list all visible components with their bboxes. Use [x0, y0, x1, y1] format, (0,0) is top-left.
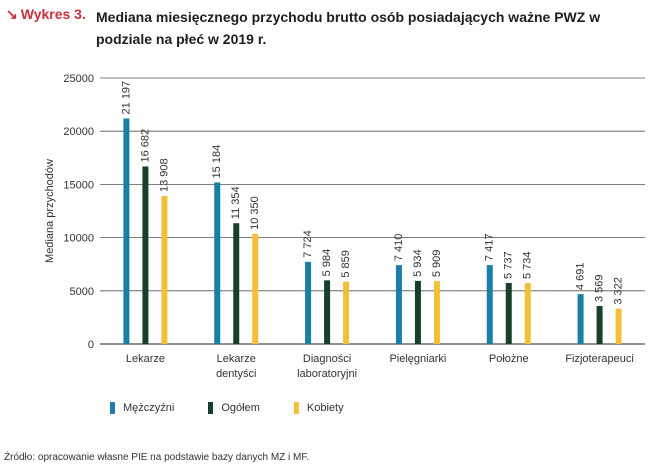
x-tick-label: Diagności laboratoryjni — [297, 353, 357, 380]
x-tick-label: Lekarze dentyści — [216, 353, 256, 380]
chart-legend: Mężczyźni Ogółem Kobiety — [110, 402, 344, 414]
data-label: 5 934 — [412, 249, 424, 277]
legend-item: Mężczyźni — [110, 402, 174, 414]
bar — [596, 306, 603, 344]
legend-swatch — [110, 402, 115, 414]
figure-number: Wykres 3. — [20, 6, 86, 22]
bar — [577, 294, 584, 344]
data-label: 4 691 — [575, 263, 587, 291]
x-tick-label-line: laboratoryjni — [297, 368, 357, 380]
y-tick-label: 10000 — [63, 233, 94, 245]
legend-label: Mężczyźni — [123, 402, 175, 414]
y-tick-label: 5000 — [70, 286, 94, 298]
data-label: 5 737 — [503, 251, 515, 279]
legend-label: Kobiety — [306, 402, 344, 414]
bar — [433, 281, 440, 344]
data-label: 5 909 — [431, 250, 443, 278]
bar — [395, 265, 402, 344]
data-label: 5 859 — [340, 250, 352, 278]
bar — [161, 196, 168, 344]
bar — [414, 280, 421, 344]
bar-chart: 0 5000 10000 15000 20000 25000 Mediana przycho… — [44, 73, 645, 380]
bar — [486, 265, 493, 344]
data-label: 11 354 — [230, 186, 242, 219]
y-tick-label: 0 — [88, 339, 94, 351]
x-tick-label-line: Pielęgniarki — [389, 353, 446, 365]
legend-swatch — [208, 402, 214, 414]
x-tick-label: Fizjoterapeuci — [565, 353, 633, 365]
bar — [252, 233, 259, 344]
x-tick-label: Lekarze — [126, 353, 165, 365]
y-tick-label: 20000 — [63, 126, 94, 138]
legend-item: Kobiety — [293, 402, 344, 414]
x-tick-label-line: Lekarze — [126, 353, 165, 365]
bar — [305, 261, 312, 344]
x-tick-label-line: Fizjoterapeuci — [565, 353, 633, 365]
data-label: 5 734 — [522, 251, 534, 279]
x-tick-label-line: dentyści — [216, 368, 256, 380]
x-tick-label-line: Lekarze — [217, 353, 256, 365]
bar — [214, 182, 221, 344]
legend-swatch — [293, 402, 299, 414]
figure-label: ↘ Wykres 3. — [6, 6, 86, 23]
data-label: 7 410 — [393, 234, 405, 262]
bar — [505, 282, 512, 344]
bar — [123, 118, 130, 344]
x-tick-label: Położne — [489, 353, 529, 365]
data-label: 7 724 — [302, 230, 314, 258]
bar — [615, 308, 622, 344]
x-tick-label-line: Diagności — [303, 353, 351, 365]
data-label: 15 184 — [211, 145, 223, 179]
arrow-down-right-icon: ↘ — [6, 6, 18, 22]
data-label: 5 984 — [321, 249, 333, 277]
y-tick-label: 15000 — [63, 179, 94, 191]
legend-label: Ogółem — [221, 402, 260, 414]
x-tick-label-line: Położne — [489, 353, 529, 365]
data-label: 7 417 — [484, 234, 496, 262]
data-label: 10 350 — [249, 196, 261, 230]
x-tick-label: Pielęgniarki — [389, 353, 446, 365]
chart-title: Mediana miesięcznego przychodu brutto os… — [96, 9, 601, 47]
y-tick-label: 25000 — [63, 73, 94, 85]
data-label: 3 322 — [613, 277, 625, 305]
bar — [324, 280, 331, 344]
bar — [142, 166, 149, 344]
legend-item: Ogółem — [208, 402, 260, 414]
bar — [524, 282, 531, 344]
bar — [343, 281, 350, 344]
data-label: 13 908 — [158, 158, 170, 192]
data-label: 3 569 — [594, 274, 606, 302]
bar — [233, 223, 240, 344]
y-axis-label: Mediana przychodów — [44, 159, 56, 263]
data-label: 16 682 — [139, 129, 151, 163]
source-note: Źródło: opracowanie własne PIE na podsta… — [4, 452, 310, 463]
data-label: 21 197 — [120, 81, 132, 115]
